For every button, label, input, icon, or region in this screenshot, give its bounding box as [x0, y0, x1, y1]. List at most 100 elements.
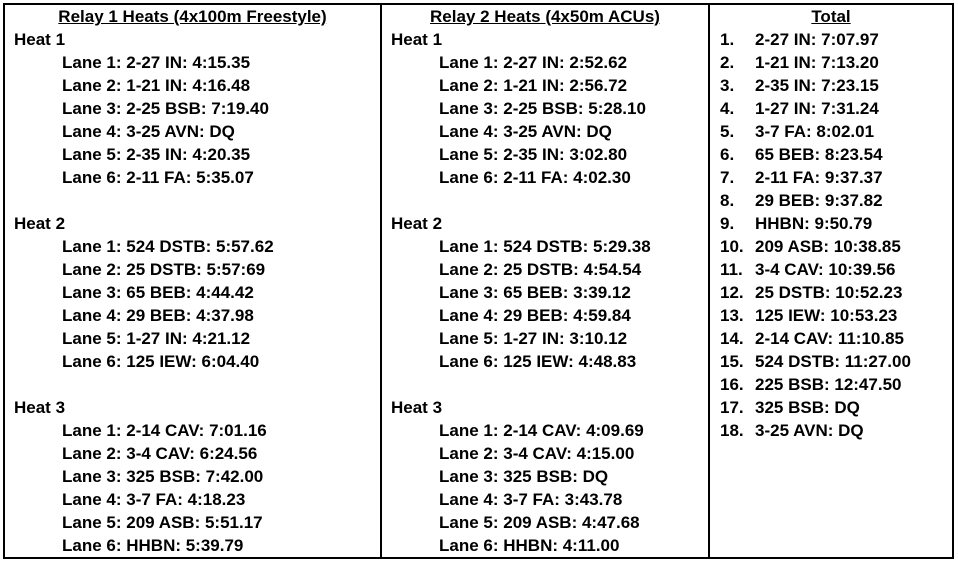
relay1-heat3-lane4: Lane 4: 3-7 FA: 4:18.23 — [62, 490, 246, 509]
relay2-heat1-lane2: Lane 2: 1-21 IN: 2:56.72 — [439, 76, 628, 95]
relay2-heat1-lane5: Lane 5: 2-35 IN: 3:02.80 — [439, 145, 628, 164]
relay1-heat3-lane3: Lane 3: 325 BSB: 7:42.00 — [62, 467, 264, 486]
relay1-heat2-lane4: Lane 4: 29 BEB: 4:37.98 — [62, 306, 254, 325]
rank-entry: 3-25 AVN: DQ — [755, 421, 864, 440]
heat-spacer — [14, 189, 380, 212]
relay2-heat2-lane2: Lane 2: 25 DSTB: 4:54.54 — [439, 260, 642, 279]
rank-entry: 225 BSB: 12:47.50 — [755, 375, 902, 394]
rank-entry: 1-27 IN: 7:31.24 — [755, 99, 879, 118]
standing-row: 6. 65 BEB: 8:23.54 — [720, 143, 952, 166]
relay2-heat3-lane6: Lane 6: HHBN: 4:11.00 — [439, 536, 620, 555]
relay2-heat2-title: Heat 2 — [391, 214, 443, 233]
rank-entry: 1-21 IN: 7:13.20 — [755, 53, 879, 72]
relay2-heat3-lane3: Lane 3: 325 BSB: DQ — [439, 467, 609, 486]
rank-number: 8. — [720, 191, 735, 210]
standing-row: 14. 2-14 CAV: 11:10.85 — [720, 327, 952, 350]
rank-entry: 524 DSTB: 11:27.00 — [755, 352, 911, 371]
relay1-heat3-lane1: Lane 1: 2-14 CAV: 7:01.16 — [62, 421, 267, 440]
relay1-heat2-lane3: Lane 3: 65 BEB: 4:44.42 — [62, 283, 254, 302]
rank-number: 12. — [720, 283, 744, 302]
rank-number: 11. — [720, 260, 743, 279]
rank-entry: 2-27 IN: 7:07.97 — [755, 30, 879, 49]
standing-row: 15. 524 DSTB: 11:27.00 — [720, 350, 952, 373]
relay2-heat3-lane1: Lane 1: 2-14 CAV: 4:09.69 — [439, 421, 644, 440]
rank-number: 2. — [720, 53, 735, 72]
rank-number: 4. — [720, 99, 735, 118]
relay2-heat2-lane5: Lane 5: 1-27 IN: 3:10.12 — [439, 329, 628, 348]
relay2-column: Relay 2 Heats (4x50m ACUs) Heat 1 Lane 1… — [382, 5, 710, 557]
rank-entry: 2-11 FA: 9:37.37 — [755, 168, 883, 187]
standing-row: 10. 209 ASB: 10:38.85 — [720, 235, 952, 258]
total-standings: 1. 2-27 IN: 7:07.97 2. 1-21 IN: 7:13.20 3.… — [710, 28, 952, 442]
rank-entry: 325 BSB: DQ — [755, 398, 860, 417]
rank-entry: 3-4 CAV: 10:39.56 — [755, 260, 896, 279]
heat-spacer — [391, 373, 708, 396]
rank-number: 13. — [720, 306, 744, 325]
relay1-heat1-lane1: Lane 1: 2-27 IN: 4:15.35 — [62, 53, 251, 72]
relay2-heat2-lane6: Lane 6: 125 IEW: 4:48.83 — [439, 352, 637, 371]
relay2-heat2-lane3: Lane 3: 65 BEB: 3:39.12 — [439, 283, 631, 302]
rank-entry: 2-14 CAV: 11:10.85 — [755, 329, 904, 348]
relay1-heat2-lane1: Lane 1: 524 DSTB: 5:57.62 — [62, 237, 274, 256]
standing-row: 3. 2-35 IN: 7:23.15 — [720, 74, 952, 97]
standing-row: 4. 1-27 IN: 7:31.24 — [720, 97, 952, 120]
rank-entry: 125 IEW: 10:53.23 — [755, 306, 898, 325]
relay2-heat1-lane1: Lane 1: 2-27 IN: 2:52.62 — [439, 53, 628, 72]
rank-number: 18. — [720, 421, 744, 440]
relay2-heat1-lane6: Lane 6: 2-11 FA: 4:02.30 — [439, 168, 631, 187]
relay1-heat1-lane6: Lane 6: 2-11 FA: 5:35.07 — [62, 168, 254, 187]
heat-spacer — [14, 373, 380, 396]
relay1-heat3-lane6: Lane 6: HHBN: 5:39.79 — [62, 536, 244, 555]
rank-number: 10. — [720, 237, 744, 256]
rank-number: 17. — [720, 398, 744, 417]
rank-entry: 25 DSTB: 10:52.23 — [755, 283, 903, 302]
standing-row: 9. HHBN: 9:50.79 — [720, 212, 952, 235]
rank-number: 6. — [720, 145, 735, 164]
rank-number: 3. — [720, 76, 735, 95]
relay1-heats: Heat 1 Lane 1: 2-27 IN: 4:15.35 Lane 2: … — [5, 28, 380, 557]
standing-row: 11. 3-4 CAV: 10:39.56 — [720, 258, 952, 281]
relay1-heat2-lane5: Lane 5: 1-27 IN: 4:21.12 — [62, 329, 251, 348]
rank-entry: 2-35 IN: 7:23.15 — [755, 76, 879, 95]
relay2-heat3-lane5: Lane 5: 209 ASB: 4:47.68 — [439, 513, 640, 532]
relay1-column: Relay 1 Heats (4x100m Freestyle) Heat 1 … — [5, 5, 382, 557]
relay1-heat3-lane2: Lane 2: 3-4 CAV: 6:24.56 — [62, 444, 258, 463]
relay1-heat1-lane4: Lane 4: 3-25 AVN: DQ — [62, 122, 235, 141]
rank-number: 1. — [720, 30, 735, 49]
rank-number: 9. — [720, 214, 735, 233]
relay1-heat1-title: Heat 1 — [14, 30, 66, 49]
standing-row: 2. 1-21 IN: 7:13.20 — [720, 51, 952, 74]
total-title: Total — [811, 7, 851, 26]
relay2-heat1-title: Heat 1 — [391, 30, 443, 49]
results-table: Relay 1 Heats (4x100m Freestyle) Heat 1 … — [3, 3, 954, 559]
standing-row: 13. 125 IEW: 10:53.23 — [720, 304, 952, 327]
rank-number: 15. — [720, 352, 744, 371]
relay2-heats: Heat 1 Lane 1: 2-27 IN: 2:52.62 Lane 2: … — [382, 28, 708, 557]
standing-row: 8. 29 BEB: 9:37.82 — [720, 189, 952, 212]
rank-entry: 29 BEB: 9:37.82 — [755, 191, 883, 210]
rank-entry: 209 ASB: 10:38.85 — [755, 237, 901, 256]
relay1-title: Relay 1 Heats (4x100m Freestyle) — [58, 7, 327, 26]
relay1-heat3-title: Heat 3 — [14, 398, 66, 417]
relay1-heat2-title: Heat 2 — [14, 214, 66, 233]
standing-row: 7. 2-11 FA: 9:37.37 — [720, 166, 952, 189]
rank-number: 16. — [720, 375, 744, 394]
rank-number: 14. — [720, 329, 744, 348]
rank-entry: 65 BEB: 8:23.54 — [755, 145, 883, 164]
standing-row: 1. 2-27 IN: 7:07.97 — [720, 28, 952, 51]
relay1-heat1-lane3: Lane 3: 2-25 BSB: 7:19.40 — [62, 99, 269, 118]
relay1-heat2-lane6: Lane 6: 125 IEW: 6:04.40 — [62, 352, 260, 371]
relay2-heat2-lane4: Lane 4: 29 BEB: 4:59.84 — [439, 306, 631, 325]
rank-entry: 3-7 FA: 8:02.01 — [755, 122, 875, 141]
standing-row: 17. 325 BSB: DQ — [720, 396, 952, 419]
rank-number: 5. — [720, 122, 735, 141]
relay2-heat3-title: Heat 3 — [391, 398, 443, 417]
relay2-heat1-lane3: Lane 3: 2-25 BSB: 5:28.10 — [439, 99, 646, 118]
standing-row: 16. 225 BSB: 12:47.50 — [720, 373, 952, 396]
standing-row: 5. 3-7 FA: 8:02.01 — [720, 120, 952, 143]
relay2-heat2-lane1: Lane 1: 524 DSTB: 5:29.38 — [439, 237, 651, 256]
total-column: Total 1. 2-27 IN: 7:07.97 2. 1-21 IN: 7:13… — [710, 5, 952, 557]
relay1-heat1-lane2: Lane 2: 1-21 IN: 4:16.48 — [62, 76, 251, 95]
heat-spacer — [391, 189, 708, 212]
rank-number: 7. — [720, 168, 735, 187]
